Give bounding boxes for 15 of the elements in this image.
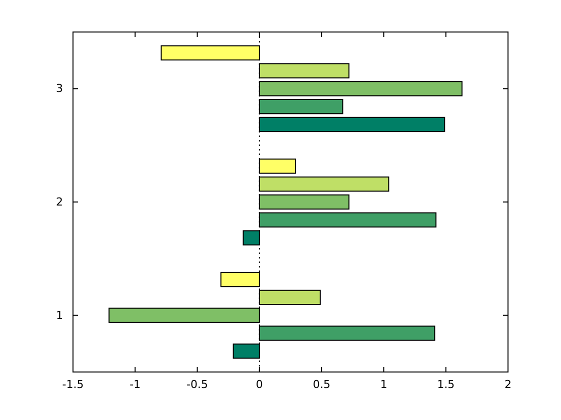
y-tick-label: 3 xyxy=(56,82,63,96)
x-tick-label: 1.5 xyxy=(437,378,455,391)
bar xyxy=(258,63,350,78)
y-tick-label: 1 xyxy=(56,308,63,322)
x-tick-label: 0 xyxy=(256,378,263,391)
bar xyxy=(160,45,260,60)
x-tick-label: -1 xyxy=(130,378,141,391)
bar xyxy=(242,230,260,246)
x-tick-label: -0.5 xyxy=(186,378,208,391)
x-tick-label: 1 xyxy=(380,378,388,391)
x-tick-label: 0.5 xyxy=(312,378,330,391)
y-tick-label: 2 xyxy=(56,196,63,209)
x-tick-label: -1.5 xyxy=(62,378,84,391)
bar xyxy=(258,81,463,96)
x-tick-label: 2 xyxy=(504,378,512,391)
